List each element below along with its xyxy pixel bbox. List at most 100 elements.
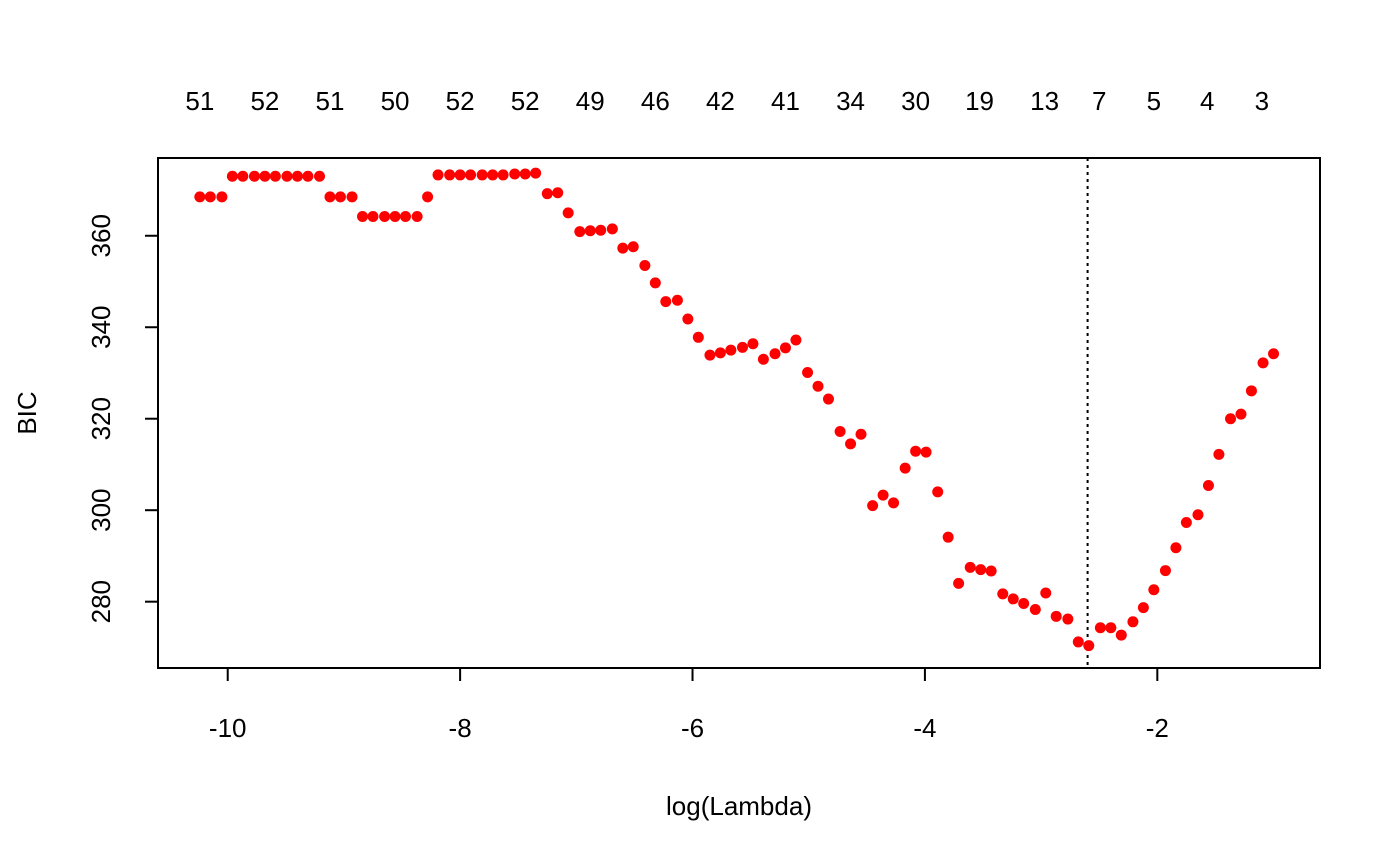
data-point (389, 211, 401, 223)
data-point (985, 565, 997, 577)
bic-points (194, 167, 1280, 652)
data-point (964, 561, 976, 573)
data-point (194, 191, 206, 203)
top-count-label: 52 (446, 86, 475, 116)
data-point (736, 341, 748, 353)
data-point (812, 380, 824, 392)
data-point (682, 313, 694, 325)
data-point (1040, 587, 1052, 599)
data-point (1083, 640, 1095, 652)
data-point (357, 211, 369, 223)
y-tick-label: 360 (86, 214, 116, 257)
top-count-label: 13 (1030, 86, 1059, 116)
data-point (1225, 413, 1237, 425)
top-count-label: 42 (706, 86, 735, 116)
data-point (541, 188, 553, 200)
x-tick-label: -4 (913, 713, 936, 743)
data-point (248, 170, 260, 182)
data-point (920, 446, 932, 458)
data-point (1213, 448, 1225, 460)
data-point (237, 170, 249, 182)
data-point (497, 169, 509, 181)
x-axis-title: log(Lambda) (666, 791, 812, 821)
data-point (997, 588, 1009, 600)
data-point (346, 191, 358, 203)
data-point (1192, 509, 1204, 521)
data-point (400, 211, 412, 223)
top-count-label: 51 (316, 86, 345, 116)
x-axis: -10 -8 -6 -4 -2 (209, 668, 1169, 743)
data-point (1007, 593, 1019, 605)
data-point (855, 428, 867, 440)
data-point (379, 211, 391, 223)
data-point (1137, 602, 1149, 614)
data-point (639, 259, 651, 271)
data-point (1268, 348, 1280, 360)
top-count-label: 19 (965, 86, 994, 116)
data-point (660, 296, 672, 308)
data-point (487, 169, 499, 181)
data-point (422, 191, 434, 203)
data-point (454, 169, 466, 181)
y-tick-label: 340 (86, 306, 116, 349)
data-point (1148, 584, 1160, 596)
data-point (574, 226, 586, 238)
data-point (367, 211, 379, 223)
data-point (519, 168, 531, 180)
x-tick-label: -10 (209, 713, 247, 743)
top-count-label: 7 (1092, 86, 1106, 116)
data-point (617, 242, 629, 254)
data-point (888, 497, 900, 509)
data-point (226, 170, 238, 182)
data-point (834, 426, 846, 438)
data-point (530, 167, 542, 179)
data-point (802, 367, 814, 379)
top-count-label: 5 (1147, 86, 1161, 116)
data-point (1257, 357, 1269, 369)
data-point (1050, 610, 1062, 622)
data-point (291, 170, 303, 182)
data-point (704, 349, 716, 361)
x-tick-label: -2 (1146, 713, 1169, 743)
data-point (552, 187, 564, 199)
top-count-label: 52 (250, 86, 279, 116)
data-point (324, 191, 336, 203)
data-point (790, 334, 802, 346)
data-point (281, 170, 293, 182)
data-point (975, 564, 987, 576)
data-point (671, 294, 683, 306)
data-point (606, 223, 618, 235)
top-count-label: 46 (641, 86, 670, 116)
data-point (1235, 408, 1247, 420)
top-count-label: 51 (185, 86, 214, 116)
data-point (444, 169, 456, 181)
data-point (910, 445, 922, 457)
data-point (1202, 479, 1214, 491)
top-count-label: 34 (836, 86, 865, 116)
top-count-label: 4 (1200, 86, 1214, 116)
data-point (1127, 616, 1139, 628)
data-point (942, 531, 954, 543)
data-point (216, 191, 228, 203)
top-axis-labels: 51 52 51 50 52 52 49 46 42 41 34 30 19 13 7 5 4 3 (185, 86, 1269, 116)
data-point (932, 486, 944, 498)
data-point (334, 191, 346, 203)
data-point (259, 170, 271, 182)
data-point (411, 211, 423, 223)
data-point (302, 170, 314, 182)
data-point (1170, 542, 1182, 554)
data-point (1105, 622, 1117, 634)
top-count-label: 41 (771, 86, 800, 116)
y-axis-title: BIC (12, 391, 42, 434)
data-point (1180, 517, 1192, 529)
top-count-label: 49 (576, 86, 605, 116)
data-point (584, 225, 596, 237)
data-point (953, 577, 965, 589)
data-point (1245, 385, 1257, 397)
plot-frame (157, 157, 1321, 669)
data-point (1029, 603, 1041, 615)
data-point (562, 207, 574, 219)
data-point (1094, 622, 1106, 634)
data-point (822, 393, 834, 405)
data-point (432, 169, 444, 181)
